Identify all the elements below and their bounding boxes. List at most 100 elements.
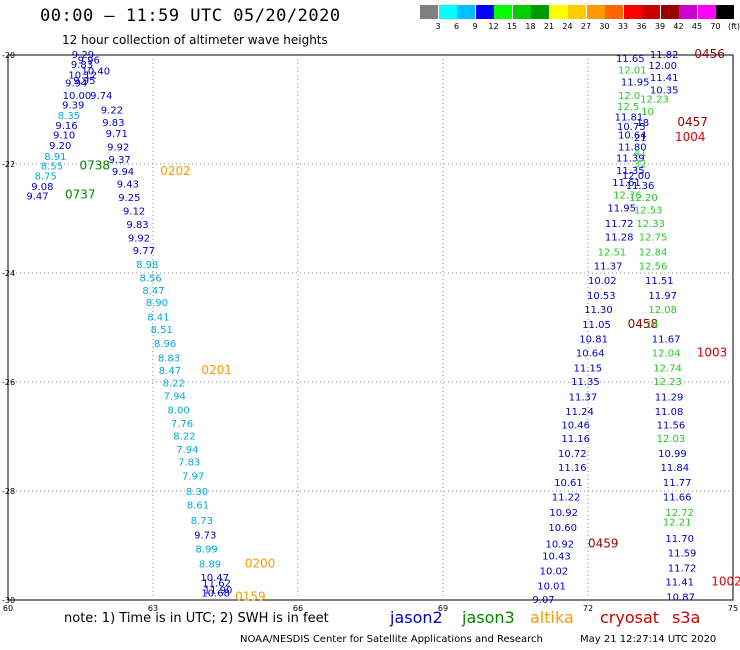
wave-height-value: 9.12 xyxy=(123,206,145,217)
wave-height-value: 9.71 xyxy=(106,129,128,140)
wave-height-value: 9.83 xyxy=(102,118,124,129)
color-scale-label: 27 xyxy=(580,22,592,31)
wave-height-value: 9.47 xyxy=(26,192,48,203)
wave-height-value: 12.74 xyxy=(653,363,682,374)
wave-height-value: 9.77 xyxy=(133,246,155,257)
wave-height-value: 11.35 xyxy=(571,377,600,388)
color-scale-label: 39 xyxy=(654,22,666,31)
color-scale-label: 9 xyxy=(472,22,478,31)
wave-height-value: 11.22 xyxy=(552,493,581,504)
satellite-label: cryosat xyxy=(600,608,660,627)
wave-height-value: 8.73 xyxy=(191,516,213,527)
color-swatch xyxy=(679,5,697,19)
time-label: 0457 xyxy=(677,115,708,129)
footer-note: note: 1) Time is in UTC; 2) SWH is in fe… xyxy=(64,611,329,626)
wave-height-value: 10.68 xyxy=(201,588,230,599)
wave-height-value: 10.46 xyxy=(561,421,590,432)
wave-height-value: 10.47 xyxy=(200,573,229,584)
color-scale-label: 36 xyxy=(636,22,647,31)
color-scale-label: 12 xyxy=(488,22,499,31)
wave-height-value: 10.12 xyxy=(68,71,97,82)
color-swatch xyxy=(531,5,549,19)
color-scale-label: 6 xyxy=(453,22,460,31)
wave-height-value: 7.94 xyxy=(176,445,198,456)
satellite-label: s3a xyxy=(672,608,701,627)
wave-height-value: 41 xyxy=(634,148,647,159)
wave-height-value: 8.91 xyxy=(44,152,66,163)
wave-height-value: 8.51 xyxy=(151,325,173,336)
color-scale-label: 70 xyxy=(710,22,721,31)
wave-height-value: 9.25 xyxy=(118,193,140,204)
color-scale-label: 42 xyxy=(673,22,684,31)
color-swatch xyxy=(697,5,716,19)
wave-height-value: 8.90 xyxy=(146,298,168,309)
wave-height-value: 11.51 xyxy=(645,276,674,287)
wave-height-value: 11.28 xyxy=(605,233,634,244)
color-scale-label: 24 xyxy=(562,22,573,31)
wave-height-value: 12.51 xyxy=(598,247,627,258)
x-tick-label: 66 xyxy=(293,604,303,613)
color-swatch xyxy=(716,5,734,19)
wave-height-value: 11.95 xyxy=(607,204,636,215)
credit-line: NOAA/NESDIS Center for Satellite Applica… xyxy=(240,634,543,645)
color-swatch xyxy=(568,5,586,19)
wave-height-value: 11.90 xyxy=(204,586,233,597)
wave-height-value: 9.07 xyxy=(532,595,554,606)
wave-height-value: 12.75 xyxy=(639,233,668,244)
time-label: 0200 xyxy=(245,557,276,571)
y-tick-label: -24 xyxy=(2,269,15,278)
wave-height-value: 10.35 xyxy=(650,85,679,96)
wave-height-value: 11.41 xyxy=(650,73,679,84)
wave-height-value: 9.37 xyxy=(109,155,131,166)
x-tick-label: 72 xyxy=(583,604,593,613)
wave-height-value: 9.92 xyxy=(128,234,150,245)
wave-height-value: 10.02 xyxy=(540,567,569,578)
wave-height-value: 8.98 xyxy=(136,260,158,271)
wave-height-value: 10.60 xyxy=(548,523,577,534)
wave-height-value: 10.02 xyxy=(588,276,617,287)
color-swatch xyxy=(475,5,494,19)
time-label: 0202 xyxy=(160,164,191,178)
wave-height-value: 9.94 xyxy=(65,78,87,89)
time-label: 0738 xyxy=(80,159,111,173)
wave-height-value: 8.35 xyxy=(58,111,80,122)
chart-subtitle: 12 hour collection of altimeter wave hei… xyxy=(62,33,328,47)
y-tick-label: -30 xyxy=(2,596,15,605)
satellite-label: jason2 xyxy=(390,608,443,627)
color-scale-label: 15 xyxy=(506,22,518,31)
wave-height-value: 11.15 xyxy=(574,363,603,374)
wave-height-value: 11.37 xyxy=(569,392,598,403)
wave-height-value: 12.21 xyxy=(663,518,692,529)
color-swatch xyxy=(549,5,568,19)
generation-timestamp: May 21 12:27:14 UTC 2020 xyxy=(580,634,717,645)
color-scale-label: (ft) xyxy=(727,22,740,31)
wave-height-value: 9.22 xyxy=(101,106,123,117)
y-tick-label: -26 xyxy=(2,378,15,387)
wave-height-value: 10.72 xyxy=(558,449,587,460)
wave-height-value: 12.23 xyxy=(640,95,669,106)
wave-height-value: 18 xyxy=(636,118,649,129)
color-swatch xyxy=(642,5,660,19)
wave-height-value: 12.56 xyxy=(639,261,668,272)
satellite-label: jason3 xyxy=(462,608,515,627)
wave-height-value: 11.72 xyxy=(668,563,697,574)
wave-height-value: 11.61 xyxy=(612,178,641,189)
wave-height-value: 10.81 xyxy=(579,334,608,345)
wave-height-value: 8.56 xyxy=(139,273,161,284)
wave-height-value: 9.39 xyxy=(62,101,84,112)
wave-height-value: 10 xyxy=(641,107,654,118)
wave-height-value: 21 xyxy=(634,133,647,144)
wave-height-value: 11.41 xyxy=(665,578,694,589)
wave-height-value: 11.35 xyxy=(616,166,645,177)
wave-height-value: 11.70 xyxy=(665,534,694,545)
plot-frame xyxy=(7,54,734,601)
wave-height-value: 12.84 xyxy=(639,247,668,258)
wave-height-value: 8.83 xyxy=(158,354,180,365)
wave-height-value: 10.64 xyxy=(576,349,605,360)
wave-height-value: 11.37 xyxy=(594,261,623,272)
wave-height-value: 11.29 xyxy=(655,392,684,403)
wave-height-value: 11.97 xyxy=(648,291,677,302)
wave-height-value: 11.59 xyxy=(668,549,697,560)
wave-height-value: 9.10 xyxy=(53,131,75,142)
wave-height-value: 9.16 xyxy=(55,121,77,132)
